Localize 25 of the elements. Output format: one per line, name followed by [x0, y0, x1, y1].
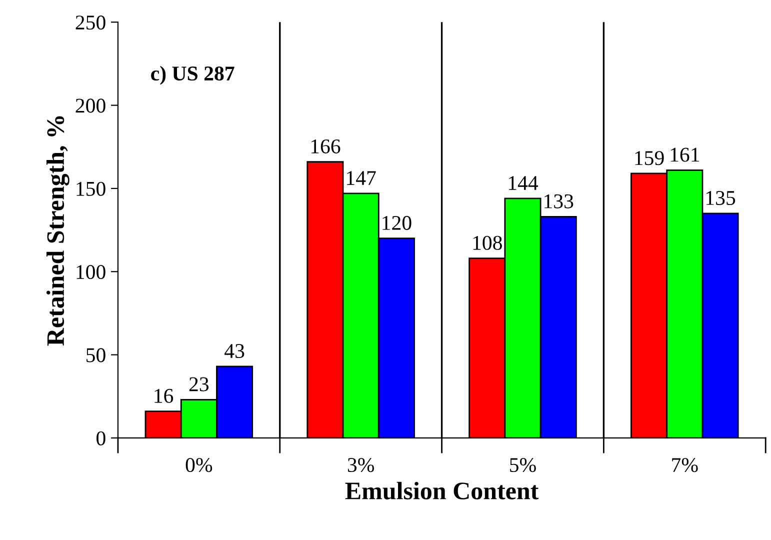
data-label: 147	[347, 171, 376, 185]
y-axis-title: Retained Strength, %	[46, 116, 70, 346]
y-tick-label: 0	[96, 431, 106, 446]
data-label: 108	[473, 236, 502, 250]
x-axis-title: Emulsion Content	[345, 482, 539, 500]
x-tick-label: 5%	[510, 458, 536, 472]
data-label: 166	[311, 139, 340, 154]
y-tick-label: 50	[86, 348, 106, 362]
x-tick-label: 3%	[348, 458, 374, 472]
y-tick-label: 250	[76, 16, 106, 30]
data-label: 133	[544, 194, 574, 208]
data-label: 161	[670, 148, 700, 162]
y-tick-label: 150	[76, 182, 106, 196]
data-label: 120	[382, 216, 412, 230]
y-tick-label: 100	[76, 264, 106, 280]
data-label: 144	[508, 176, 538, 190]
data-label: 135	[706, 191, 736, 206]
x-tick-label: 0%	[186, 458, 212, 472]
data-label: 23	[189, 377, 209, 392]
x-tick-label: 7%	[672, 458, 698, 472]
annotation: c) US 287	[151, 66, 234, 85]
data-label: 159	[635, 151, 664, 166]
data-label: 16	[154, 388, 174, 403]
data-label: 43	[224, 344, 244, 358]
y-tick-label: 200	[76, 98, 106, 113]
